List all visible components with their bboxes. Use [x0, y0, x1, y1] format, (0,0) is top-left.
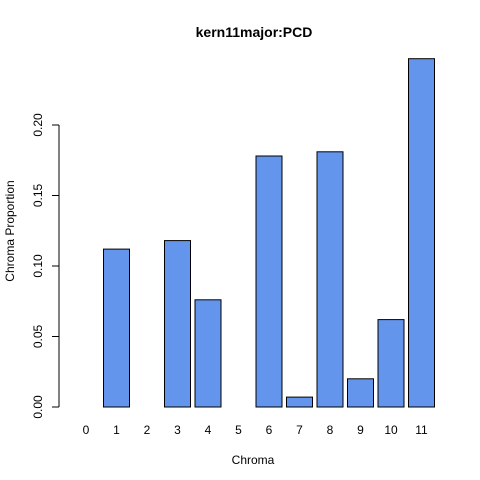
y-tick-label: 0.20	[31, 113, 45, 137]
y-tick-label: 0.00	[31, 395, 45, 419]
bar-chroma-7	[286, 396, 313, 408]
x-tick-label: 0	[83, 423, 90, 437]
chart-title: kern11major:PCD	[196, 24, 313, 40]
y-axis-label: Chroma Proportion	[3, 180, 17, 281]
bar-chroma-3	[164, 240, 191, 408]
x-tick-label: 5	[235, 423, 242, 437]
y-tick-label: 0.05	[31, 324, 45, 348]
bars	[103, 58, 435, 408]
bar-chroma-8	[316, 151, 344, 408]
y-tick-label: 0.15	[31, 183, 45, 207]
x-tick-label: 4	[205, 423, 212, 437]
x-tick-label: 10	[384, 423, 398, 437]
x-tick-label: 3	[174, 423, 181, 437]
y-tick-label: 0.10	[31, 254, 45, 278]
y-ticks: 0.00 0.05 0.10 0.15 0.20	[31, 113, 59, 419]
x-tick-label: 1	[113, 423, 120, 437]
bar-chroma-1	[103, 248, 130, 408]
x-tick-label: 8	[327, 423, 334, 437]
bar-chroma-6	[255, 155, 283, 408]
x-tick-label: 9	[357, 423, 364, 437]
bar-chroma-10	[377, 319, 405, 408]
x-tick-label: 7	[296, 423, 303, 437]
bar-chroma-9	[347, 378, 374, 408]
x-axis-label: Chroma	[232, 453, 275, 467]
x-tick-labels: 0 1 2 3 4 5 6 7 8 9 10 11	[83, 423, 428, 437]
bar-chroma-4	[194, 299, 222, 408]
bar-chroma-11	[408, 58, 435, 408]
x-tick-label: 11	[415, 423, 428, 437]
x-tick-label: 6	[266, 423, 273, 437]
x-tick-label: 2	[144, 423, 151, 437]
